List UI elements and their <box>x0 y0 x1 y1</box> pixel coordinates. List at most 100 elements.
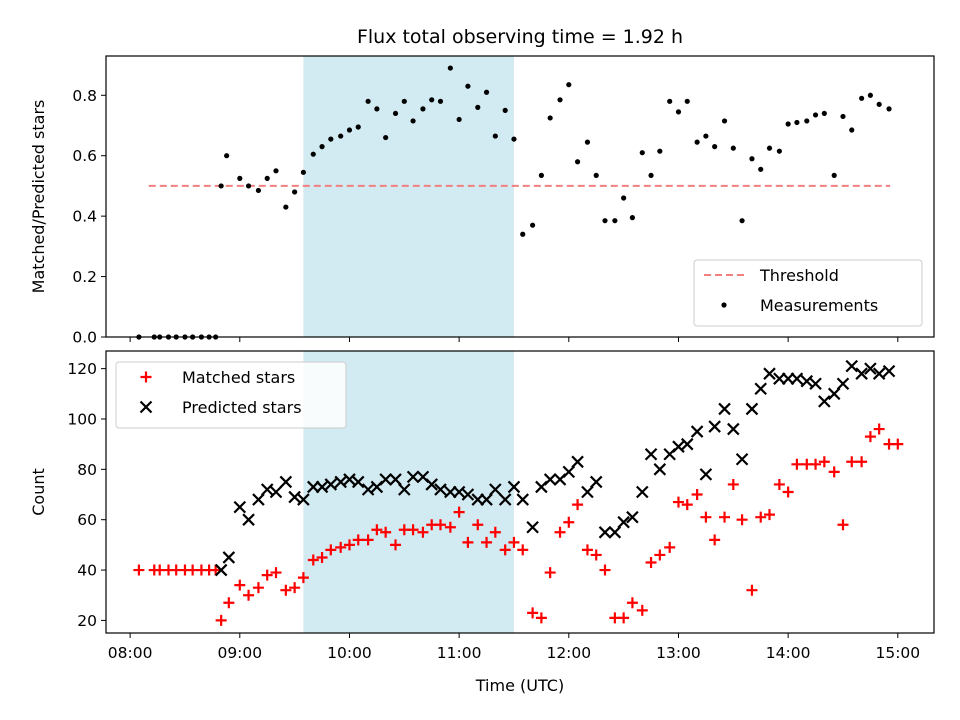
data-point <box>355 124 361 130</box>
data-point <box>502 107 508 113</box>
data-point <box>557 97 563 103</box>
data-point <box>776 148 782 154</box>
data-point <box>712 144 718 150</box>
data-point <box>538 172 544 178</box>
data-point <box>846 456 858 468</box>
data-point <box>316 551 328 563</box>
top-panel-matched-predicted-ratio: 0.0 0.2 0.4 0.6 0.8 Matched/Predicted stars Th… <box>29 55 935 347</box>
data-point <box>233 500 247 514</box>
data-point <box>581 485 594 499</box>
data-point <box>346 127 353 133</box>
data-point <box>520 231 526 237</box>
data-point <box>508 536 520 548</box>
data-point <box>335 541 347 553</box>
y-tick-label: 0.8 <box>72 87 97 105</box>
data-point <box>763 509 775 521</box>
data-point <box>672 496 684 508</box>
legend-label: Measurements <box>760 296 878 315</box>
data-point <box>856 456 868 468</box>
data-point <box>379 473 392 486</box>
data-point <box>882 364 896 378</box>
data-point <box>727 478 739 490</box>
data-point <box>222 551 236 564</box>
data-point <box>763 367 776 380</box>
data-point <box>461 488 475 501</box>
data-point <box>270 567 282 579</box>
data-point <box>745 402 759 416</box>
data-point <box>654 549 666 561</box>
legend-label: Threshold <box>759 266 839 285</box>
data-point <box>629 215 636 221</box>
data-point <box>699 468 713 481</box>
x-tick-label: 15:00 <box>875 644 920 662</box>
data-point <box>840 113 846 120</box>
data-point <box>289 582 301 594</box>
data-point <box>612 218 618 224</box>
data-point <box>273 168 279 174</box>
data-point <box>334 475 347 489</box>
data-point <box>672 440 685 453</box>
x-tick-label: 10:00 <box>327 644 372 662</box>
data-point <box>429 97 435 103</box>
shaded-observing-interval <box>303 56 514 337</box>
data-point <box>827 387 841 401</box>
data-point <box>237 175 243 181</box>
data-point <box>351 475 365 489</box>
data-point <box>507 480 521 494</box>
y-tick-label: 120 <box>67 360 97 378</box>
data-point <box>602 218 608 224</box>
data-point <box>543 473 557 486</box>
data-point <box>264 175 270 181</box>
axes-frame <box>105 55 935 338</box>
data-point <box>657 148 663 154</box>
legend-swatch <box>721 302 727 308</box>
data-point <box>210 564 222 576</box>
x-tick-label: 14:00 <box>766 644 811 662</box>
data-point <box>867 92 873 98</box>
y-axis-label: Count <box>29 468 48 516</box>
data-point <box>618 612 630 624</box>
data-point <box>584 139 591 145</box>
data-point <box>279 475 293 489</box>
data-point <box>283 204 289 210</box>
data-point <box>703 133 709 139</box>
data-point <box>214 563 228 577</box>
data-point <box>452 485 466 499</box>
data-point <box>831 172 837 178</box>
data-point <box>223 597 235 609</box>
data-point <box>371 524 383 536</box>
data-point <box>790 372 804 385</box>
data-point <box>589 475 603 489</box>
data-point <box>690 425 704 438</box>
data-point <box>800 374 814 388</box>
data-point <box>718 402 731 416</box>
data-point <box>873 423 885 435</box>
data-point <box>719 511 731 523</box>
data-point <box>821 110 827 117</box>
data-point <box>407 524 419 536</box>
data-point <box>328 136 334 142</box>
data-point <box>812 112 819 118</box>
data-point <box>680 437 694 451</box>
y-tick-label: 20 <box>77 612 97 630</box>
data-point <box>410 118 416 124</box>
data-point <box>828 466 840 478</box>
data-point <box>527 607 539 619</box>
chart-title: Flux total observing time = 1.92 h <box>357 26 683 48</box>
axes-frame <box>105 350 935 634</box>
data-point <box>307 554 319 566</box>
data-point <box>675 109 682 115</box>
data-point <box>243 589 255 601</box>
data-point <box>809 377 822 391</box>
data-point <box>782 486 794 498</box>
y-tick-label: 40 <box>77 562 97 580</box>
series-matched-stars <box>133 423 904 626</box>
data-point <box>437 98 444 104</box>
data-point <box>700 511 712 523</box>
data-point <box>133 564 145 576</box>
data-point <box>566 82 572 88</box>
data-point <box>352 534 364 546</box>
data-point <box>667 98 673 104</box>
data-point <box>590 549 602 561</box>
